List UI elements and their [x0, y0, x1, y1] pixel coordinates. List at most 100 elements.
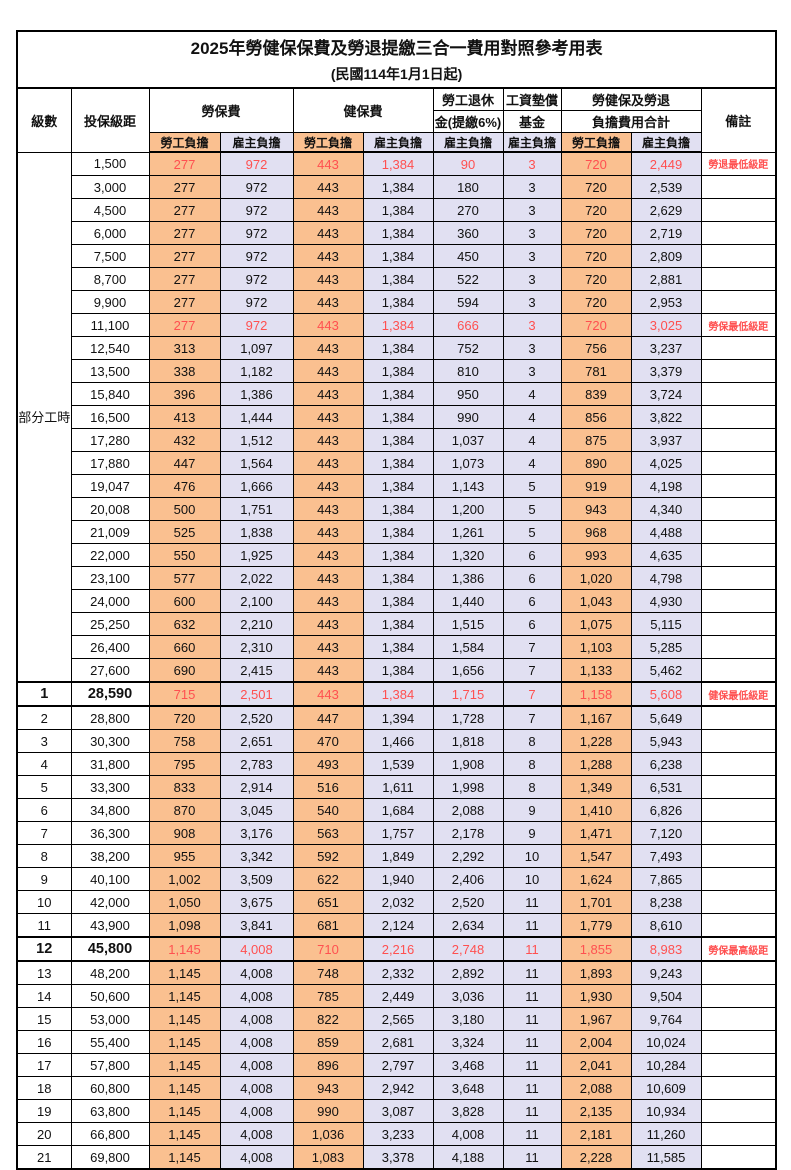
cell-total-employer: 6,238 [630, 752, 702, 776]
header-total-line2: 負擔費用合計 [560, 110, 702, 133]
table-row: 6 34,800 870 3,045 540 1,684 2,088 9 1,410 6,826 [16, 798, 777, 822]
cell-health-fee-employer: 2,797 [362, 1053, 434, 1077]
cell-health-fee-employer: 1,384 [362, 336, 434, 360]
cell-total-employee: 1,043 [560, 589, 632, 613]
cell-total-employee: 993 [560, 543, 632, 567]
cell-bracket: 16,500 [70, 405, 150, 429]
cell-total-employer: 4,635 [630, 543, 702, 567]
cell-labor-fee-employer: 2,501 [219, 681, 294, 707]
cell-labor-fee-employee: 1,145 [148, 1030, 221, 1054]
cell-total-employer: 10,934 [630, 1099, 702, 1123]
cell-level: 10 [16, 890, 72, 914]
cell-health-fee-employee: 447 [292, 705, 364, 730]
cell-remark [700, 198, 777, 222]
table-row: 18 60,800 1,145 4,008 943 2,942 3,648 11 2,088 10… [16, 1076, 777, 1100]
cell-total-employer: 4,025 [630, 451, 702, 475]
cell-labor-fee-employee: 720 [148, 705, 221, 730]
cell-total-employee: 1,624 [560, 867, 632, 891]
cell-wage-fund-employer: 11 [502, 1007, 562, 1031]
cell-health-fee-employer: 1,384 [362, 359, 434, 383]
cell-labor-fee-employer: 1,512 [219, 428, 294, 452]
cell-bracket: 22,000 [70, 543, 150, 567]
cell-labor-fee-employer: 1,751 [219, 497, 294, 521]
cell-pension-employer: 594 [432, 290, 504, 314]
cell-wage-fund-employer: 6 [502, 566, 562, 590]
cell-remark: 勞保最高級距 [700, 936, 777, 962]
table-row: 17,880 447 1,564 443 1,384 1,073 4 890 4,025 [17, 451, 777, 475]
cell-wage-fund-employer: 3 [502, 221, 562, 245]
cell-total-employee: 720 [560, 151, 632, 176]
cell-health-fee-employer: 1,384 [362, 497, 434, 521]
cell-pension-employer: 2,892 [432, 960, 504, 985]
cell-health-fee-employer: 2,216 [362, 936, 434, 962]
cell-total-employee: 1,228 [560, 729, 632, 753]
cell-labor-fee-employee: 690 [148, 658, 221, 683]
header-pension-line2: 金(提繳6%) [432, 110, 504, 133]
cell-wage-fund-employer: 3 [502, 151, 562, 176]
table-row: 1 28,590 715 2,501 443 1,384 1,715 7 1,158 5,608 健… [16, 681, 777, 707]
table-row: 4 31,800 795 2,783 493 1,539 1,908 8 1,288 6,238 [16, 752, 777, 776]
cell-remark [700, 658, 777, 683]
cell-health-fee-employee: 470 [292, 729, 364, 753]
cell-labor-fee-employee: 277 [148, 175, 221, 199]
cell-pension-employer: 1,656 [432, 658, 504, 683]
cell-total-employee: 720 [560, 175, 632, 199]
cell-wage-fund-employer: 11 [502, 1030, 562, 1054]
cell-pension-employer: 2,748 [432, 936, 504, 962]
cell-health-fee-employer: 1,384 [362, 543, 434, 567]
part-time-merged-cell: 部分工時 [16, 151, 72, 683]
cell-remark [700, 428, 777, 452]
cell-remark [700, 520, 777, 544]
cell-health-fee-employer: 2,032 [362, 890, 434, 914]
cell-total-employee: 2,088 [560, 1076, 632, 1100]
cell-health-fee-employee: 443 [292, 405, 364, 429]
cell-wage-fund-employer: 4 [502, 428, 562, 452]
cell-remark [700, 1007, 777, 1031]
cell-pension-employer: 1,073 [432, 451, 504, 475]
cell-total-employee: 1,893 [560, 960, 632, 985]
cell-pension-employer: 180 [432, 175, 504, 199]
cell-labor-fee-employee: 277 [148, 244, 221, 268]
cell-total-employee: 1,075 [560, 612, 632, 636]
cell-pension-employer: 4,008 [432, 1122, 504, 1146]
cell-health-fee-employee: 443 [292, 198, 364, 222]
cell-labor-fee-employer: 3,045 [219, 798, 294, 822]
cell-bracket: 19,047 [70, 474, 150, 498]
cell-total-employee: 720 [560, 221, 632, 245]
cell-labor-fee-employee: 476 [148, 474, 221, 498]
cell-wage-fund-employer: 11 [502, 984, 562, 1008]
cell-remark [700, 221, 777, 245]
cell-remark [700, 798, 777, 822]
cell-bracket: 40,100 [70, 867, 150, 891]
cell-pension-employer: 3,648 [432, 1076, 504, 1100]
cell-level: 2 [16, 705, 72, 730]
cell-total-employee: 720 [560, 198, 632, 222]
cell-level: 11 [16, 913, 72, 938]
cell-pension-employer: 1,818 [432, 729, 504, 753]
cell-pension-employer: 2,178 [432, 821, 504, 845]
cell-labor-fee-employee: 277 [148, 198, 221, 222]
cell-health-fee-employer: 1,684 [362, 798, 434, 822]
table-row: 6,000 277 972 443 1,384 360 3 720 2,719 [17, 221, 777, 245]
cell-level: 21 [16, 1145, 72, 1170]
cell-remark [700, 244, 777, 268]
table-row: 21,009 525 1,838 443 1,384 1,261 5 968 4,488 [17, 520, 777, 544]
cell-health-fee-employee: 443 [292, 497, 364, 521]
cell-health-fee-employer: 1,384 [362, 313, 434, 337]
cell-pension-employer: 450 [432, 244, 504, 268]
cell-health-fee-employee: 443 [292, 566, 364, 590]
cell-labor-fee-employer: 3,841 [219, 913, 294, 938]
cell-total-employee: 2,228 [560, 1145, 632, 1170]
cell-health-fee-employee: 443 [292, 474, 364, 498]
cell-level: 15 [16, 1007, 72, 1031]
cell-labor-fee-employee: 338 [148, 359, 221, 383]
cell-labor-fee-employer: 4,008 [219, 1053, 294, 1077]
cell-labor-fee-employer: 2,520 [219, 705, 294, 730]
cell-health-fee-employee: 443 [292, 359, 364, 383]
cell-total-employer: 5,462 [630, 658, 702, 683]
cell-total-employee: 781 [560, 359, 632, 383]
cell-bracket: 63,800 [70, 1099, 150, 1123]
cell-health-fee-employer: 2,565 [362, 1007, 434, 1031]
cell-bracket: 8,700 [70, 267, 150, 291]
cell-labor-fee-employer: 1,666 [219, 474, 294, 498]
